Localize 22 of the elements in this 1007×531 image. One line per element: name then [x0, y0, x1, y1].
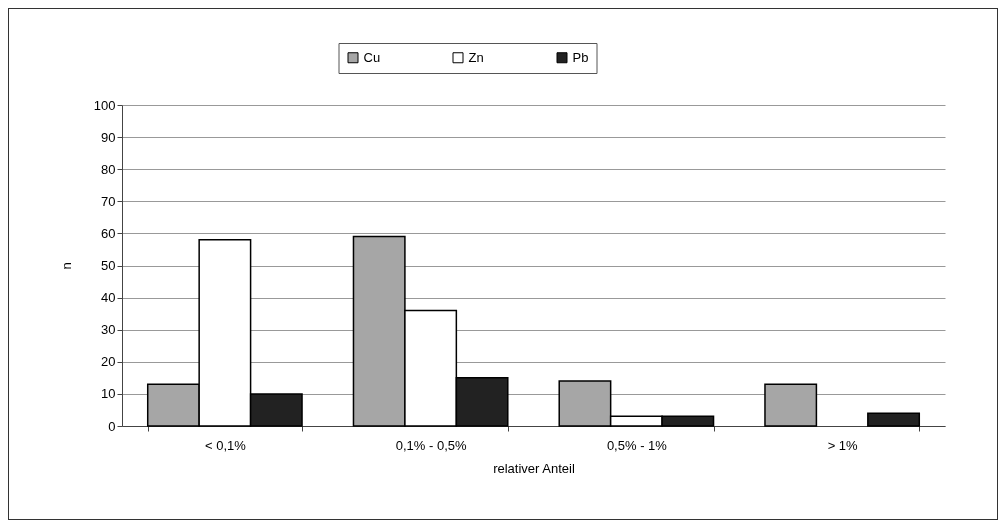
x-tick-label: 0,1% - 0,5% — [395, 437, 467, 453]
x-tick-label: < 0,1% — [204, 437, 247, 453]
y-tick-label: 50 — [101, 258, 116, 273]
bar — [764, 383, 818, 427]
y-tick-label: 10 — [101, 386, 116, 402]
y-tick-label: 60 — [101, 225, 116, 241]
x-tick-label: > 1% — [827, 437, 859, 453]
legend-label: Pb — [572, 49, 589, 65]
y-tick-label: 40 — [101, 290, 116, 306]
bar — [867, 412, 921, 427]
y-tick-label: 80 — [101, 161, 116, 177]
y-tick-label: 70 — [101, 193, 116, 209]
y-tick-label: 30 — [101, 322, 116, 338]
legend-label: Zn — [468, 49, 484, 65]
y-axis-title: n — [58, 262, 74, 270]
y-tick-label: 90 — [101, 129, 116, 145]
y-tick-label: 100 — [93, 97, 116, 113]
legend-label: Cu — [363, 49, 381, 65]
x-axis-title: relativer Anteil — [493, 460, 575, 476]
y-tick-label: 0 — [108, 418, 116, 434]
y-tick-label: 20 — [101, 354, 116, 370]
x-tick-label: 0,5% - 1% — [606, 437, 668, 453]
